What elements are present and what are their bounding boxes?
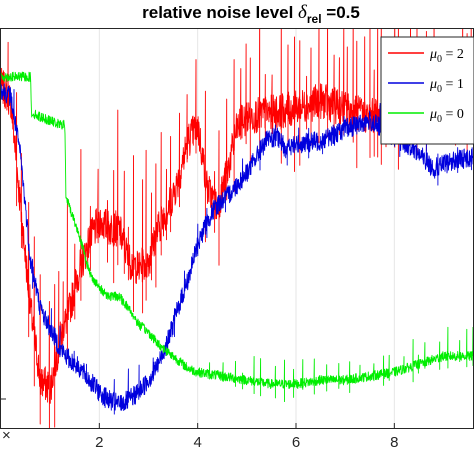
legend-items: μ0 = 2 μ0 = 1 μ0 = 0 — [388, 47, 464, 125]
series-line-2 — [1, 71, 473, 403]
legend: μ0 = 2 μ0 = 1 μ0 = 0 — [380, 36, 474, 145]
x-axis-ticks: 2 4 6 8 — [95, 423, 399, 451]
x-tick-label: 4 — [193, 434, 201, 451]
legend-label-1: μ0 = 1 — [429, 77, 464, 95]
x-axis-corner-glyph: × — [2, 427, 11, 444]
legend-label-2: μ0 = 0 — [429, 107, 464, 125]
x-tick-label: 6 — [292, 434, 300, 451]
legend-label-0: μ0 = 2 — [429, 47, 464, 65]
series-line-0 — [1, 29, 473, 428]
chart-title: relative noise level δrel =0.5 — [142, 2, 360, 26]
x-tick-label: 2 — [95, 434, 103, 451]
legend-box — [380, 36, 474, 145]
x-tick-label: 8 — [390, 434, 398, 451]
